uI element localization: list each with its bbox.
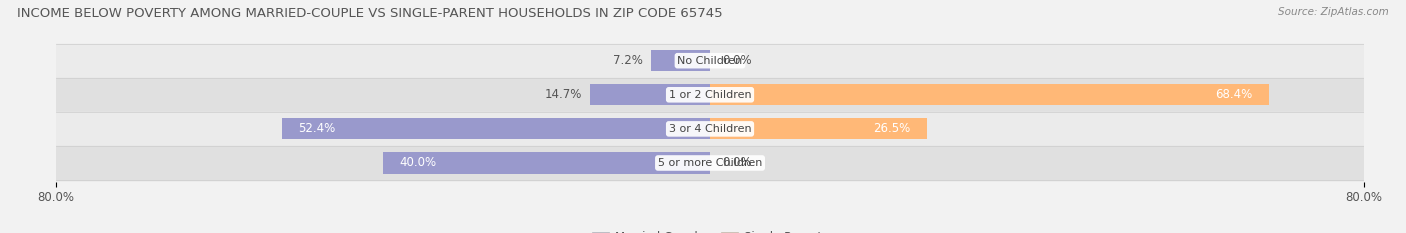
- Text: 52.4%: 52.4%: [298, 122, 336, 135]
- Bar: [710, 118, 927, 140]
- Bar: [56, 112, 1364, 146]
- Text: No Children: No Children: [678, 56, 742, 66]
- Text: 68.4%: 68.4%: [1215, 88, 1253, 101]
- Text: 26.5%: 26.5%: [873, 122, 910, 135]
- Text: 0.0%: 0.0%: [723, 54, 752, 67]
- Bar: [382, 152, 710, 174]
- Text: 7.2%: 7.2%: [613, 54, 643, 67]
- Text: INCOME BELOW POVERTY AMONG MARRIED-COUPLE VS SINGLE-PARENT HOUSEHOLDS IN ZIP COD: INCOME BELOW POVERTY AMONG MARRIED-COUPL…: [17, 7, 723, 20]
- Bar: [591, 84, 710, 105]
- Text: 40.0%: 40.0%: [399, 157, 437, 169]
- Text: 3 or 4 Children: 3 or 4 Children: [669, 124, 751, 134]
- Text: 5 or more Children: 5 or more Children: [658, 158, 762, 168]
- Bar: [281, 118, 710, 140]
- Bar: [56, 44, 1364, 78]
- Bar: [651, 50, 710, 71]
- Bar: [56, 44, 1364, 78]
- Text: Source: ZipAtlas.com: Source: ZipAtlas.com: [1278, 7, 1389, 17]
- Bar: [56, 146, 1364, 180]
- Text: 14.7%: 14.7%: [544, 88, 582, 101]
- Bar: [56, 146, 1364, 180]
- Text: 1 or 2 Children: 1 or 2 Children: [669, 90, 751, 100]
- Bar: [56, 78, 1364, 112]
- Bar: [56, 78, 1364, 112]
- Bar: [710, 84, 1270, 105]
- Bar: [56, 112, 1364, 146]
- Text: 0.0%: 0.0%: [723, 157, 752, 169]
- Legend: Married Couples, Single Parents: Married Couples, Single Parents: [586, 226, 834, 233]
